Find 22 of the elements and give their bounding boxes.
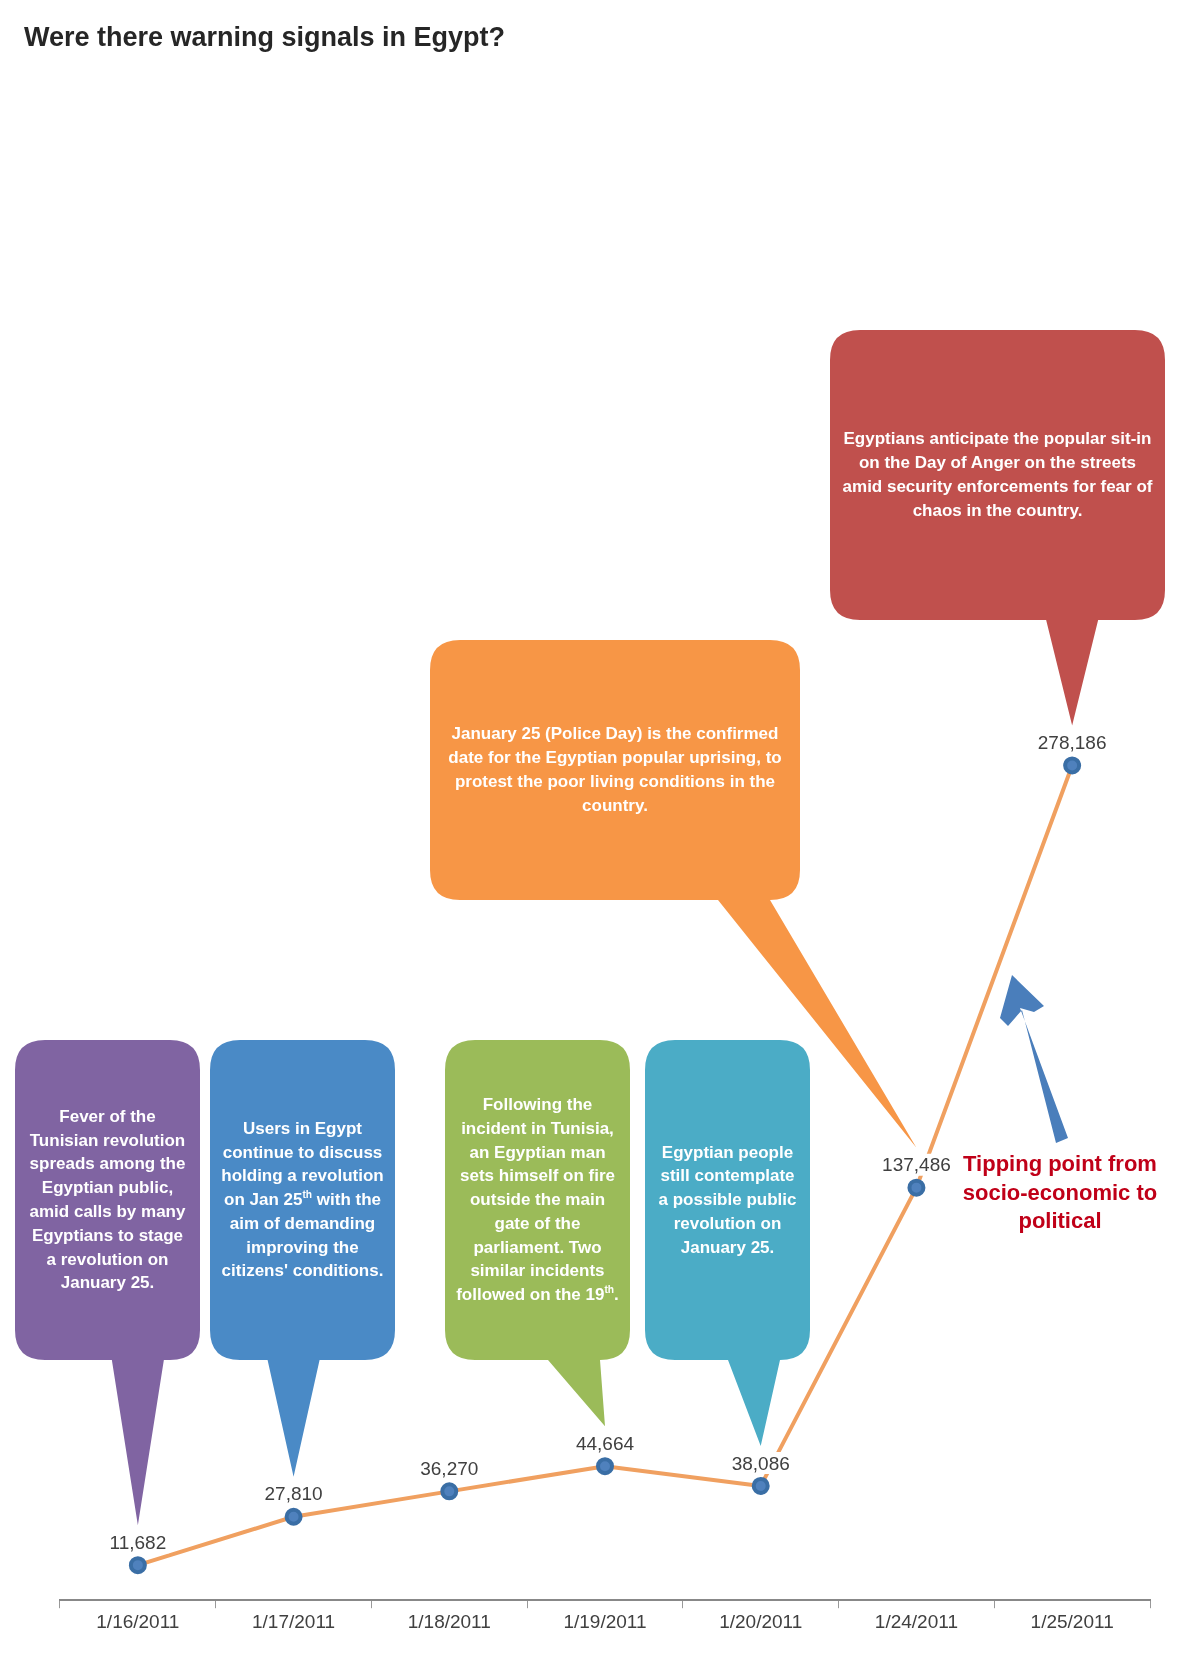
annotation: Tipping point from socio-economic to political — [961, 1150, 1159, 1236]
data-label: 36,270 — [420, 1458, 479, 1480]
data-label: 38,086 — [731, 1452, 790, 1474]
data-label: 11,682 — [109, 1531, 167, 1553]
x-tick-label: 1/24/2011 — [874, 1610, 958, 1632]
x-tick-label: 1/20/2011 — [719, 1610, 803, 1632]
text: Following the incident in Tunisia, an Egyptian man sets himself on fire outside the main gate of the parliament. Two similar incidents followed on the 19$^{th}$. — [456, 1094, 619, 1305]
annotation: January 25 (Police Day) is the confirmed date for the Egyptian popular uprising, to protest the poor living conditions in the country. — [447, 723, 783, 817]
data-label: 27,810 — [264, 1483, 323, 1505]
text: Egyptians anticipate the popular sit-in on the Day of Anger on the streets amid security enforcements for fear of chaos in the country. — [841, 428, 1154, 522]
text: Users in Egypt continue to discuss holding a revolution on Jan 25$^{th}$ with the aim of demanding improving the citizens' conditions. — [221, 1118, 384, 1281]
data-label: 44,664 — [575, 1432, 635, 1454]
data-label: 137,486 — [882, 1154, 951, 1176]
x-tick-label: 1/16/2011 — [96, 1610, 180, 1632]
x-tick-label: 1/17/2011 — [252, 1610, 336, 1632]
data-label: 278,186 — [1037, 732, 1107, 754]
x-tick-label: 1/18/2011 — [407, 1610, 491, 1632]
x-tick-label: 1/25/2011 — [1030, 1610, 1114, 1632]
x-tick-label: 1/19/2011 — [563, 1610, 647, 1632]
annotation: Egyptian people still contemplate a possible public revolution on January 25. — [657, 1141, 798, 1259]
chart-title: Were there warning signals in Egypt? — [24, 22, 506, 53]
annotation: Fever of the Tunisian revolution spreads among the Egyptian public, amid calls by many Egyptians to stage a revolution on January 25. — [28, 1105, 187, 1295]
